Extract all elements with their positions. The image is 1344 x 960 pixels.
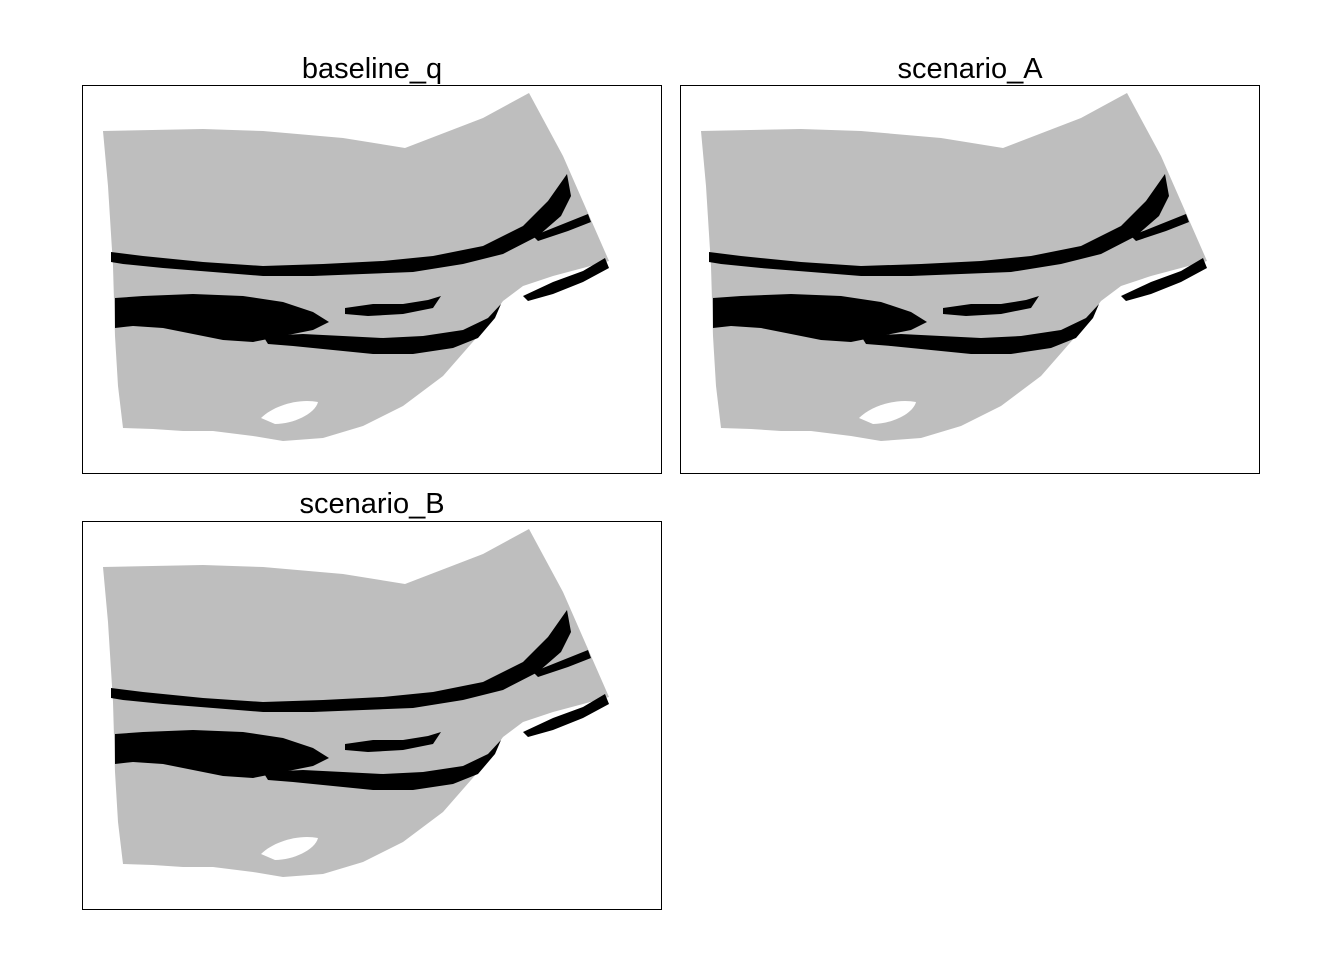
channel-minor xyxy=(345,296,441,316)
channel-minor xyxy=(345,732,441,752)
map-scenario-b xyxy=(103,529,609,877)
channel-south xyxy=(861,304,1099,354)
channel-central xyxy=(713,294,927,342)
channel-north xyxy=(111,174,571,276)
channel-side-upper xyxy=(1131,214,1189,241)
channel-side-lower xyxy=(523,694,609,737)
channel-north xyxy=(709,174,1169,276)
map-panel-scenario-a xyxy=(680,85,1260,474)
channel-south xyxy=(263,740,501,790)
island xyxy=(261,836,318,860)
channel-minor xyxy=(943,296,1039,316)
map-panel-scenario-b xyxy=(82,521,662,910)
panel-title-baseline: baseline_q xyxy=(301,53,443,85)
channel-side-lower xyxy=(523,258,609,301)
island xyxy=(859,400,916,424)
island xyxy=(261,400,318,424)
panel-title-scenario-a: scenario_A xyxy=(897,53,1043,85)
channel-central xyxy=(115,294,329,342)
channel-south xyxy=(263,304,501,354)
channel-north xyxy=(111,610,571,712)
channel-central xyxy=(115,730,329,778)
channel-side-upper xyxy=(533,650,591,677)
panel-title-scenario-b: scenario_B xyxy=(299,488,445,520)
map-baseline xyxy=(103,93,609,441)
channel-side-upper xyxy=(533,214,591,241)
channel-side-lower xyxy=(1121,258,1207,301)
map-panel-baseline xyxy=(82,85,662,474)
map-scenario-a xyxy=(701,93,1207,441)
